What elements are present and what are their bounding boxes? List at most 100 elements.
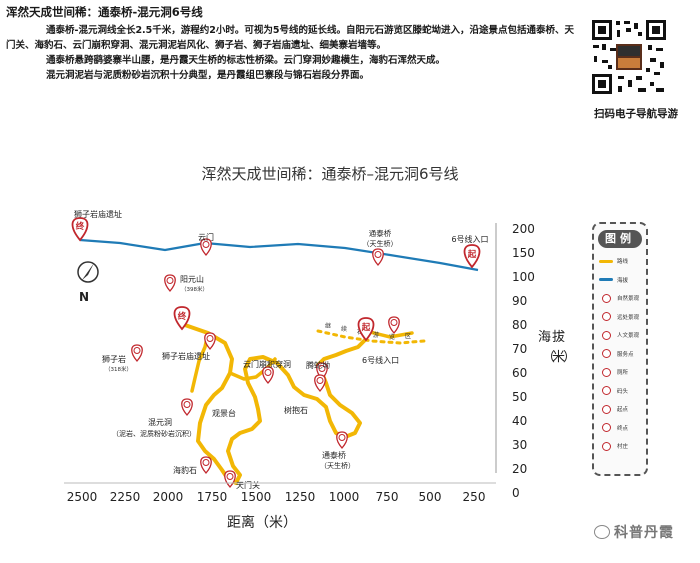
y-tick-100: 100 <box>512 270 535 284</box>
legend-pin-icon <box>598 402 614 416</box>
y-tick-50: 50 <box>512 390 527 404</box>
legend-item-label: 自然景观 <box>617 296 640 303</box>
legend-item-label: 村庄 <box>617 444 629 451</box>
pin-end-label: 终 <box>75 221 85 232</box>
dotted-char-5: 览 <box>389 333 395 341</box>
legend-pin-icon <box>598 310 614 324</box>
x-axis-label: 距离（米） <box>227 514 297 531</box>
y-tick-90: 90 <box>512 294 527 308</box>
legend-item: 村庄 <box>594 437 646 456</box>
wechat-icon <box>594 525 610 539</box>
legend-pin-icon <box>598 421 614 435</box>
y-tick-20: 20 <box>512 462 527 476</box>
spot-hunyuan-sub: （泥岩、泥质粉砂岩沉积） <box>112 429 196 438</box>
x-tick-1750: 1750 <box>197 490 228 504</box>
spot-marker-lion-rock <box>131 344 143 362</box>
spot-yangyuan-alt: （398米） <box>181 285 208 293</box>
spot-tengshe: 腾蛇坳 <box>306 360 330 370</box>
legend: 图例 路线 海拔 自然景观 远处景观 人文景观 服务点 厕所 码头 起点 终点 村庄 <box>592 222 648 476</box>
dotted-char-6: 区 <box>405 333 411 340</box>
qr-code[interactable] <box>590 18 668 96</box>
trail-start-pin: 起 <box>357 317 375 341</box>
y-ticks: 200 150 100 90 80 70 60 50 40 30 20 0 <box>512 222 535 500</box>
spot-lion-ruins: 狮子岩庙遗址 <box>162 351 210 361</box>
legend-item-label: 路线 <box>617 259 629 266</box>
profile-marker-tongtai <box>372 248 384 266</box>
legend-pin-icon <box>598 384 614 398</box>
x-tick-500: 500 <box>419 490 442 504</box>
elevation-profile-line <box>79 238 479 272</box>
x-tick-2250: 2250 <box>110 490 141 504</box>
y-label-char-2: 拔 <box>552 330 565 345</box>
spot-marker-seal-rock <box>200 456 212 474</box>
spot-marker-hold-rock <box>314 374 326 392</box>
spot-entrance: 6号线入口 <box>362 355 399 365</box>
y-tick-80: 80 <box>512 318 527 332</box>
legend-item-label: 海拔 <box>617 277 629 284</box>
intro-paragraph-1: 通泰桥-混元洞线全长2.5千米，游程约2小时。可视为5号线的延长线。自阳元石游览… <box>6 25 574 51</box>
legend-item: 远处景观 <box>594 308 646 327</box>
legend-item-label: 服务点 <box>617 351 634 358</box>
legend-item: 自然景观 <box>594 289 646 308</box>
north-arrow: N <box>77 261 99 304</box>
legend-line-swatch <box>598 273 614 287</box>
legend-item: 海拔 <box>594 271 646 290</box>
x-tick-2500: 2500 <box>67 490 98 504</box>
y-tick-30: 30 <box>512 438 527 452</box>
legend-pin-icon <box>598 439 614 453</box>
spot-cloud-cave: 云门崩积穿洞 <box>243 359 291 369</box>
legend-item: 厕所 <box>594 363 646 382</box>
intro-paragraph-3: 混元洞泥岩与泥质粉砂岩沉积十分典型，是丹霞组巴寨段与锦石岩段分界面。 <box>46 70 370 81</box>
legend-pin-icon <box>598 365 614 379</box>
profile-label-cloud-gate: 云门 <box>198 232 214 242</box>
x-tick-750: 750 <box>376 490 399 504</box>
route-map: 终 狮子岩庙遗址 云门 通泰桥 （天生桥） 起 6号线入口 N 继 续 石 游 … <box>64 209 576 531</box>
profile-label-tongtai: 通泰桥 <box>369 228 392 238</box>
spot-yangyuan: 阳元山 <box>180 274 204 284</box>
trail-start-pin-label: 起 <box>361 322 371 333</box>
spot-hunyuan: 混元洞 <box>148 417 172 427</box>
dotted-char-1: 继 <box>325 322 331 330</box>
trail-dotted-continue <box>316 329 426 345</box>
spot-marker-yangyuan <box>164 274 176 292</box>
legend-pin-icon <box>598 347 614 361</box>
y-tick-40: 40 <box>512 414 527 428</box>
legend-title: 图例 <box>598 230 642 248</box>
legend-pin-icon <box>598 291 614 305</box>
spot-lookout: 观景台 <box>212 408 236 418</box>
intro-paragraph-2: 通泰桥悬跨鹞婆寨半山腰，是丹霞天生桥的标志性桥梁。云门穿洞妙趣横生，海豹石浑然天… <box>46 55 446 66</box>
y-tick-70: 70 <box>512 342 527 356</box>
legend-item: 路线 <box>594 252 646 271</box>
legend-item-label: 终点 <box>617 425 629 432</box>
legend-line-swatch <box>598 254 614 268</box>
legend-item: 终点 <box>594 419 646 438</box>
spot-marker-entrance <box>388 316 400 334</box>
y-tick-0: 0 <box>512 486 520 500</box>
profile-label-lion-ruins: 狮子岩庙遗址 <box>74 209 122 219</box>
x-tick-1500: 1500 <box>241 490 272 504</box>
dotted-char-4: 游 <box>373 331 379 339</box>
north-label: N <box>79 290 89 304</box>
y-label-char-3: （ <box>542 350 555 365</box>
legend-items: 路线 海拔 自然景观 远处景观 人文景观 服务点 厕所 码头 起点 终点 村庄 <box>594 252 646 456</box>
x-ticks: 2500 2250 2000 1750 1500 1250 1000 750 5… <box>67 490 486 504</box>
watermark-text: 科普丹霞 <box>614 525 674 541</box>
y-label-char-5: ） <box>563 350 576 365</box>
y-axis-label: 海 拔 （ 米 ） <box>538 330 576 365</box>
intro-block: 浑然天成世间稀：通泰桥-混元洞6号线 通泰桥-混元洞线全长2.5千米，游程约2小… <box>6 4 576 83</box>
spot-marker-tongtai <box>336 431 348 449</box>
intro-title: 浑然天成世间稀：通泰桥-混元洞6号线 <box>6 5 203 19</box>
spot-tongtai-sub: （天生桥） <box>320 461 355 470</box>
trail-end-pin-label: 终 <box>177 311 187 322</box>
spot-marker-hunyuan <box>181 398 193 416</box>
spot-tianmen: 天门关 <box>236 480 260 490</box>
trail-route <box>180 322 368 485</box>
profile-marker-lion-ruins: 终 <box>71 217 89 241</box>
legend-item-label: 远处景观 <box>617 314 640 321</box>
y-label-char-4: 米 <box>552 350 565 365</box>
legend-item: 人文景观 <box>594 326 646 345</box>
legend-item-label: 人文景观 <box>617 333 640 340</box>
trail-branch-east <box>364 329 414 339</box>
y-tick-200: 200 <box>512 222 535 236</box>
legend-item: 码头 <box>594 382 646 401</box>
